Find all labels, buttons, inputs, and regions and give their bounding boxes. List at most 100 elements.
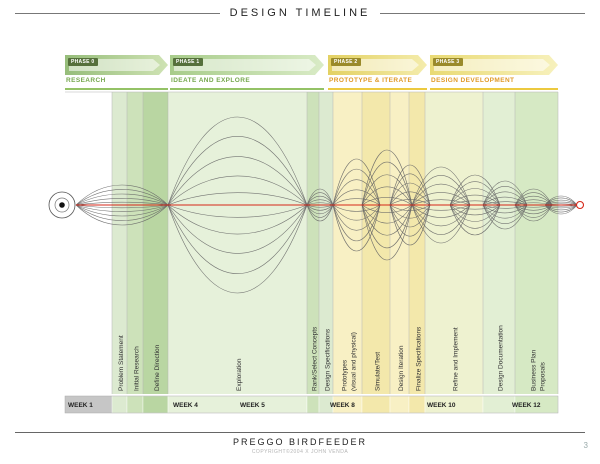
concept-path — [411, 192, 471, 206]
concept-path — [449, 188, 501, 206]
column-band-10 — [425, 92, 483, 394]
concept-path — [482, 201, 528, 206]
column-label-6: Prototypes — [342, 359, 349, 391]
concept-path — [332, 189, 381, 206]
concept-path — [361, 204, 413, 224]
column-label-5: Design Specifications — [325, 328, 332, 391]
concept-path — [449, 181, 501, 206]
concept-path — [361, 161, 413, 206]
concept-path — [167, 192, 308, 206]
phase-1-chip: PHASE 1 — [173, 58, 203, 66]
column-band-0 — [112, 92, 127, 394]
start-node-outer-ring-icon — [48, 191, 76, 219]
page-title: DESIGN TIMELINE — [229, 7, 371, 19]
concept-path — [332, 204, 381, 231]
column-band-7 — [362, 92, 390, 394]
concept-path — [306, 204, 334, 222]
weekbar-segment-2 — [142, 395, 169, 414]
concept-path — [306, 204, 334, 211]
column-band-3 — [168, 92, 307, 394]
column-label-2: Define Direction — [154, 344, 161, 391]
concept-path — [411, 175, 471, 206]
column-label-8: Design Iteration — [398, 345, 405, 391]
concept-path — [75, 201, 169, 206]
concept-path — [361, 204, 413, 261]
phase-2-chip: PHASE 2 — [331, 58, 361, 66]
concept-path — [167, 116, 308, 206]
concept-path — [306, 188, 334, 206]
concept-path — [306, 202, 334, 206]
concept-path — [306, 199, 334, 206]
column-label-9: Finalize Specifications — [416, 326, 423, 391]
phase-category-ideate: IDEATE AND EXPLORE — [170, 77, 324, 90]
concept-path — [332, 158, 381, 206]
page-header: DESIGN TIMELINE — [15, 6, 586, 20]
end-node-icon — [575, 200, 585, 210]
phase-category-prototype: PROTOTYPE & ITERATE — [328, 77, 427, 90]
concept-path — [75, 193, 169, 206]
concept-path — [332, 179, 381, 206]
column-band-12 — [515, 92, 558, 394]
column-label-1: Initial Research — [134, 346, 141, 391]
weekbar-outline — [64, 395, 559, 414]
week-label-4: WEEK 10 — [427, 402, 456, 409]
phase-arrow-0: PHASE 0 — [65, 55, 168, 75]
weekbar-segment-4 — [306, 395, 320, 414]
weekbar-segment-8 — [389, 395, 410, 414]
column-label-0: Problem Statement — [118, 335, 125, 391]
concept-path — [75, 204, 169, 217]
column-label-6: (visual and physical) — [351, 332, 358, 391]
concept-path — [449, 204, 501, 229]
concept-path — [361, 149, 413, 206]
concept-path — [514, 204, 553, 222]
concept-path — [544, 195, 578, 206]
column-band-4 — [307, 92, 319, 394]
phase-category-development: DESIGN DEVELOPMENT — [430, 77, 558, 90]
week-label-5: WEEK 12 — [512, 402, 541, 409]
concept-path — [544, 204, 578, 213]
column-band-2 — [143, 92, 168, 394]
concept-path — [167, 175, 308, 206]
concept-path — [306, 195, 334, 206]
concept-path — [411, 204, 471, 227]
concept-path — [332, 204, 381, 241]
concept-path — [544, 204, 578, 215]
concept-path — [75, 189, 169, 206]
concept-path — [167, 204, 308, 218]
concept-path — [75, 198, 169, 206]
concept-path — [449, 204, 501, 210]
concept-path — [389, 204, 431, 219]
concept-path — [75, 204, 169, 226]
phase-arrow-3: PHASE 3 — [430, 55, 558, 75]
weekbar-segment-9 — [408, 395, 426, 414]
column-band-1 — [127, 92, 143, 394]
footer-rule — [15, 432, 585, 433]
concept-path — [389, 173, 431, 206]
weekbar-segment-11 — [482, 395, 516, 414]
column-band-9 — [409, 92, 425, 394]
concept-path — [389, 204, 431, 211]
concept-path — [411, 183, 471, 206]
concept-path — [449, 200, 501, 206]
column-label-7: Simulate/Test — [375, 352, 382, 391]
concept-path — [411, 204, 471, 218]
concept-path — [544, 204, 578, 209]
concept-path — [361, 204, 413, 213]
concept-path — [332, 204, 381, 221]
copyright-text: COPYRIGHT©2004 X JOHN VENDA — [251, 449, 349, 455]
concept-path — [361, 186, 413, 206]
concept-path — [411, 204, 471, 235]
phase-category-research: RESEARCH — [65, 77, 168, 90]
week-label-1: WEEK 4 — [173, 402, 198, 409]
concept-path — [411, 166, 471, 206]
concept-path — [361, 204, 413, 249]
concept-path — [306, 204, 334, 218]
column-label-3: Exploration — [236, 358, 243, 391]
concept-path — [75, 204, 169, 212]
concept-path — [332, 169, 381, 206]
week-label-2: WEEK 5 — [240, 402, 265, 409]
concept-path — [361, 197, 413, 206]
concept-path — [389, 199, 431, 206]
week-label-3: WEEK 8 — [330, 402, 355, 409]
